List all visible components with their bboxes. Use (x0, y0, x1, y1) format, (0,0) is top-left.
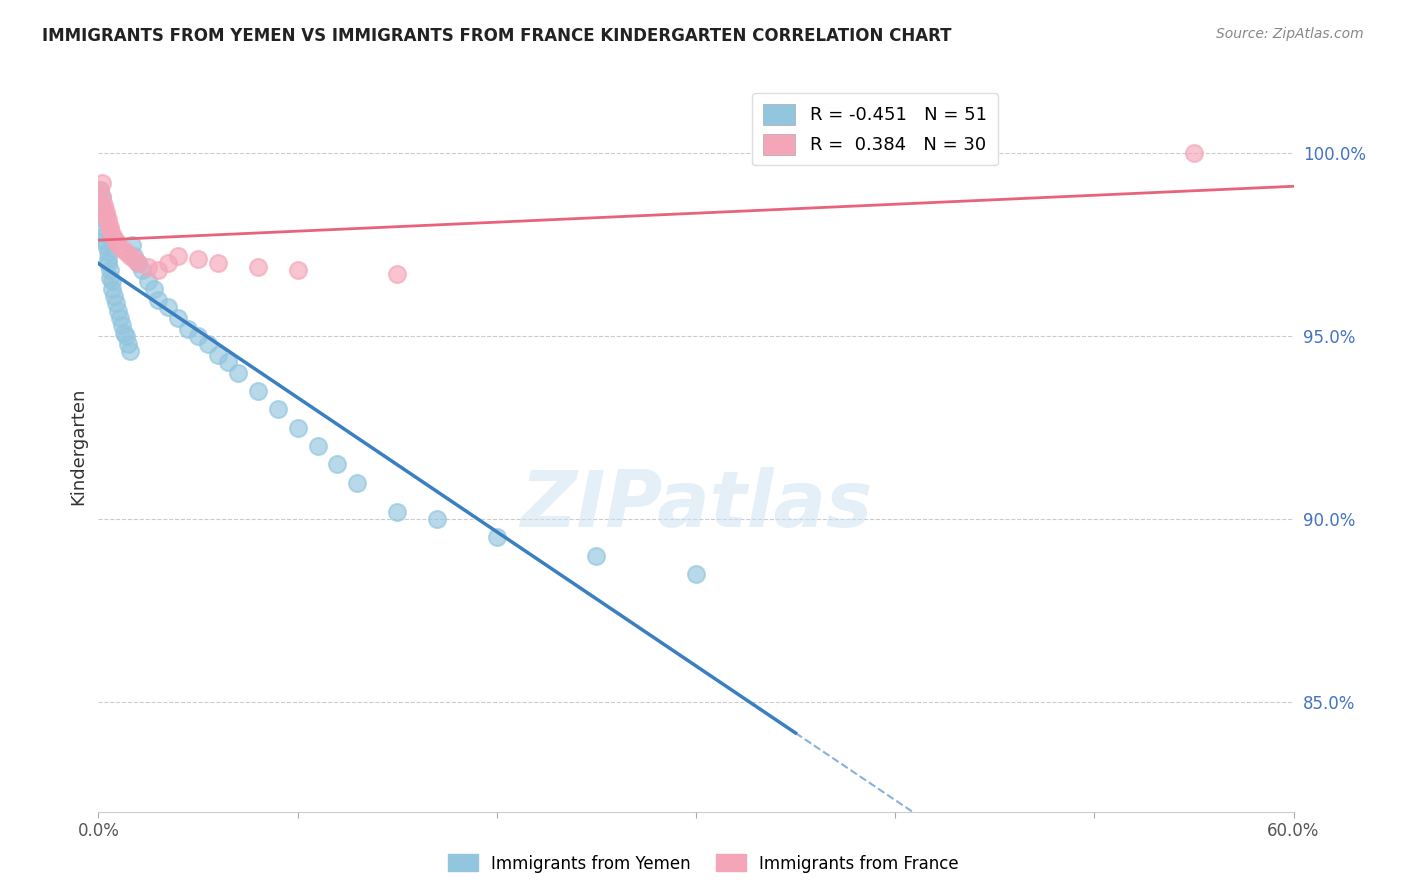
Point (101, 282, 124, 296)
Point (143, 282, 166, 296)
Point (326, 457, 349, 471)
Point (96, 234, 118, 248)
Point (426, 512, 449, 526)
Point (148, 293, 170, 307)
Point (124, 252, 146, 267)
Text: Source: ZipAtlas.com: Source: ZipAtlas.com (1216, 27, 1364, 41)
Point (485, 530, 508, 544)
Point (246, 260, 269, 274)
Point (91, 190, 114, 204)
Point (91, 190, 114, 204)
Text: IMMIGRANTS FROM YEMEN VS IMMIGRANTS FROM FRANCE KINDERGARTEN CORRELATION CHART: IMMIGRANTS FROM YEMEN VS IMMIGRANTS FROM… (42, 27, 952, 45)
Point (96, 209, 118, 223)
Point (136, 260, 159, 274)
Point (97, 216, 120, 230)
Point (105, 234, 128, 248)
Point (226, 366, 249, 380)
Point (111, 318, 134, 333)
Point (287, 263, 309, 277)
Point (101, 274, 124, 288)
Point (105, 296, 128, 310)
Point (307, 439, 329, 453)
Point (96, 227, 118, 241)
Point (148, 263, 170, 277)
Legend: Immigrants from Yemen, Immigrants from France: Immigrants from Yemen, Immigrants from F… (441, 847, 965, 880)
Point (110, 311, 132, 326)
Point (685, 567, 707, 582)
Point (93, 205, 115, 219)
Point (115, 245, 138, 260)
Point (197, 336, 219, 351)
Y-axis label: Kindergarten: Kindergarten (69, 387, 87, 505)
Point (157, 256, 180, 270)
Point (97, 252, 120, 267)
Point (267, 402, 290, 417)
Point (107, 237, 129, 252)
Point (93, 219, 115, 234)
Point (136, 274, 159, 288)
Point (97, 212, 120, 227)
Point (93, 197, 115, 211)
Point (187, 329, 209, 343)
Point (97, 245, 120, 260)
Point (101, 227, 124, 241)
Point (157, 300, 180, 314)
Point (385, 505, 409, 519)
Point (96, 205, 118, 219)
Point (91, 176, 114, 190)
Point (207, 348, 229, 362)
Point (111, 242, 134, 256)
Text: ZIPatlas: ZIPatlas (520, 467, 872, 542)
Point (287, 420, 309, 434)
Point (93, 212, 115, 227)
Point (89, 183, 111, 197)
Point (93, 202, 115, 216)
Point (98, 270, 122, 285)
Point (120, 249, 142, 263)
Point (98, 263, 122, 277)
Point (117, 336, 139, 351)
Point (121, 237, 143, 252)
Point (246, 384, 269, 398)
Point (346, 475, 368, 490)
Point (96, 237, 118, 252)
Point (97, 256, 120, 270)
Point (131, 263, 153, 277)
Point (107, 303, 129, 318)
Point (127, 256, 149, 270)
Point (103, 230, 125, 244)
Point (1182, 146, 1205, 161)
Legend: R = -0.451   N = 51, R =  0.384   N = 30: R = -0.451 N = 51, R = 0.384 N = 30 (752, 93, 998, 165)
Point (98, 223, 122, 237)
Point (89, 183, 111, 197)
Point (187, 252, 209, 267)
Point (385, 267, 409, 281)
Point (120, 343, 142, 358)
Point (98, 219, 122, 234)
Point (177, 322, 200, 336)
Point (124, 249, 146, 263)
Point (91, 202, 114, 216)
Point (115, 329, 138, 343)
Point (112, 326, 135, 340)
Point (585, 549, 607, 563)
Point (127, 256, 149, 270)
Point (167, 311, 190, 326)
Point (167, 249, 190, 263)
Point (207, 256, 229, 270)
Point (217, 355, 239, 369)
Point (103, 289, 125, 303)
